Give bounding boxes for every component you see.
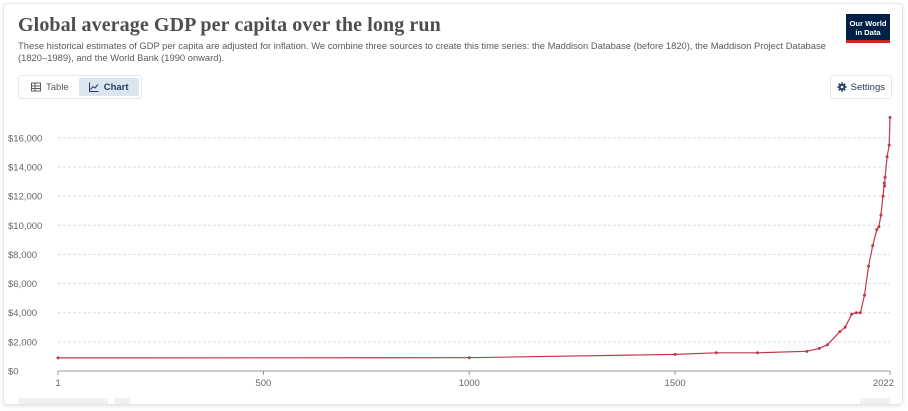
- x-tick-label: 500: [255, 378, 271, 389]
- x-tick-label: 2022: [873, 378, 894, 389]
- settings-button[interactable]: Settings: [829, 75, 892, 99]
- data-point[interactable]: [882, 181, 886, 185]
- line-chart-icon: [88, 82, 99, 92]
- chart-title: Global average GDP per capita over the l…: [18, 14, 441, 36]
- data-point[interactable]: [714, 351, 718, 355]
- table-icon: [31, 82, 41, 92]
- data-point[interactable]: [825, 343, 829, 347]
- y-tick-label: $16,000: [8, 133, 42, 144]
- y-tick-label: $8,000: [8, 250, 37, 261]
- series-line: [57, 117, 891, 359]
- owid-logo[interactable]: Our World in Data: [846, 14, 890, 43]
- y-tick-label: $4,000: [8, 308, 37, 319]
- view-tabs: Table Chart: [18, 75, 142, 99]
- data-point[interactable]: [850, 312, 854, 316]
- data-point[interactable]: [867, 264, 871, 268]
- logo-line-2: in Data: [855, 28, 881, 37]
- data-point[interactable]: [817, 346, 821, 350]
- y-tick-label: $2,000: [8, 337, 37, 348]
- chart-card: Global average GDP per capita over the l…: [4, 4, 902, 404]
- data-point[interactable]: [885, 155, 889, 159]
- tab-table[interactable]: Table: [21, 78, 79, 96]
- y-axis: $0 $2,000 $4,000 $6,000 $8,000 $10,000 $12,000…: [8, 133, 42, 377]
- data-point[interactable]: [858, 311, 862, 315]
- data-point[interactable]: [871, 244, 875, 248]
- tab-table-label: Table: [46, 81, 69, 93]
- x-tick-label: 1000: [459, 378, 480, 389]
- tab-chart[interactable]: Chart: [78, 78, 139, 96]
- x-tick-label: 1: [55, 378, 60, 389]
- data-point[interactable]: [838, 330, 842, 334]
- chart-subtitle: These historical estimates of GDP per ca…: [18, 40, 826, 63]
- data-point[interactable]: [877, 225, 881, 229]
- data-point[interactable]: [862, 293, 866, 297]
- y-tick-label: $12,000: [8, 192, 42, 203]
- grid-lines: [58, 137, 890, 343]
- y-tick-label: $0: [8, 367, 19, 378]
- tab-chart-label: Chart: [103, 81, 129, 93]
- y-tick-label: $10,000: [8, 221, 42, 232]
- gear-icon: [836, 82, 847, 92]
- y-tick-label: $14,000: [8, 163, 42, 174]
- data-point[interactable]: [883, 175, 887, 179]
- x-tick-label: 1500: [665, 378, 686, 389]
- data-point[interactable]: [56, 356, 60, 360]
- footer-tab-right[interactable]: [860, 398, 890, 404]
- data-point[interactable]: [755, 351, 759, 355]
- data-point[interactable]: [875, 228, 879, 232]
- footer-tab-small[interactable]: [114, 398, 130, 404]
- data-point[interactable]: [805, 349, 809, 353]
- line-chart: $0 $2,000 $4,000 $6,000 $8,000 $10,000 $12,000…: [8, 115, 894, 389]
- data-point[interactable]: [888, 115, 892, 119]
- settings-label: Settings: [850, 81, 885, 93]
- data-point[interactable]: [467, 356, 471, 360]
- footer-tab-left[interactable]: [18, 398, 108, 404]
- logo-line-1: Our World: [849, 19, 887, 28]
- data-point[interactable]: [854, 311, 858, 315]
- data-point[interactable]: [879, 213, 883, 217]
- y-tick-label: $6,000: [8, 279, 37, 290]
- data-point[interactable]: [881, 194, 885, 198]
- data-point[interactable]: [887, 143, 891, 147]
- series: [56, 115, 892, 360]
- data-point[interactable]: [843, 325, 847, 329]
- data-point[interactable]: [883, 184, 887, 188]
- x-axis: 1 500 1000 1500 2022: [55, 370, 894, 389]
- data-point[interactable]: [673, 352, 677, 356]
